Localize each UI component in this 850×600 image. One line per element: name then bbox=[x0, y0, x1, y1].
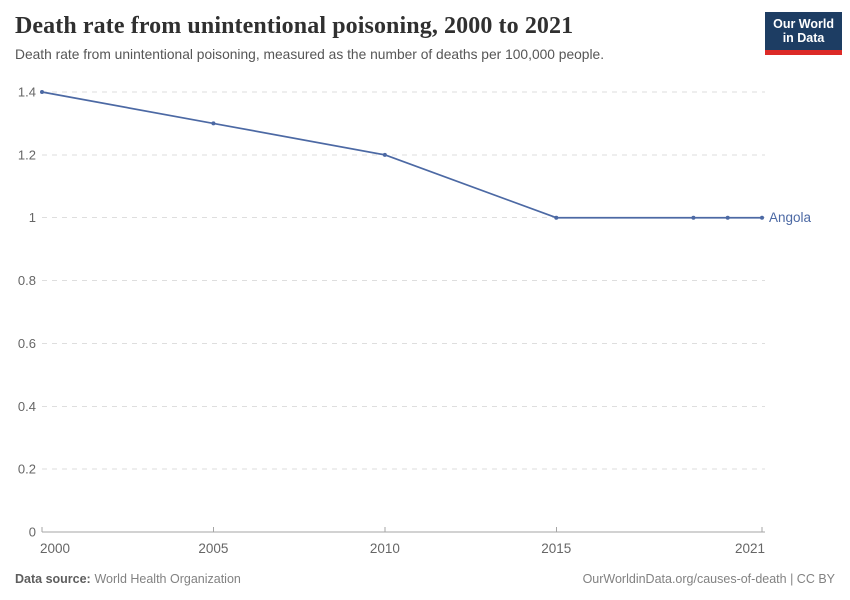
owid-logo-line1: Our World bbox=[773, 17, 834, 31]
x-tick-label: 2021 bbox=[735, 541, 765, 556]
y-tick-label: 0.6 bbox=[18, 336, 36, 351]
series-entity-label: Angola bbox=[769, 210, 812, 225]
x-tick-label: 2005 bbox=[198, 541, 228, 556]
chart-title: Death rate from unintentional poisoning,… bbox=[15, 13, 574, 39]
data-point-marker bbox=[211, 121, 216, 126]
x-tick-label: 2010 bbox=[370, 541, 400, 556]
data-point-marker bbox=[760, 215, 764, 220]
chart-svg: 0 0.2 0.4 0.6 0.8 1 1.2 1.4 2000 2005 2010 2015 2021… bbox=[18, 85, 812, 556]
data-point-marker bbox=[691, 215, 696, 220]
chart-footer: Data source: World Health Organization Ou… bbox=[15, 572, 835, 586]
chart-subtitle: Death rate from unintentional poisoning,… bbox=[15, 47, 605, 63]
x-tick-label: 2000 bbox=[40, 541, 70, 556]
owid-logo: Our World in Data bbox=[765, 12, 842, 55]
data-point-marker bbox=[554, 215, 559, 220]
y-tick-label: 0.2 bbox=[18, 462, 36, 477]
x-tick-label: 2015 bbox=[541, 541, 571, 556]
credit-note: OurWorldinData.org/causes-of-death | CC … bbox=[582, 572, 835, 586]
y-tick-label: 1 bbox=[29, 210, 36, 225]
y-tick-label: 0.8 bbox=[18, 273, 36, 288]
y-tick-label: 1.4 bbox=[18, 85, 36, 100]
owid-logo-line2: in Data bbox=[782, 31, 825, 46]
data-point-marker bbox=[725, 215, 730, 220]
y-tick-label: 1.2 bbox=[18, 147, 36, 162]
data-source-label: Data source: bbox=[15, 572, 91, 586]
data-point-marker bbox=[382, 152, 387, 157]
data-source-value: World Health Organization bbox=[94, 572, 241, 586]
y-tick-label: 0 bbox=[29, 525, 36, 540]
data-point-marker bbox=[40, 90, 44, 94]
data-source-note: Data source: World Health Organization bbox=[15, 572, 241, 586]
chart-header: Death rate from unintentional poisoning,… bbox=[15, 13, 750, 64]
y-tick-label: 0.4 bbox=[18, 399, 36, 414]
